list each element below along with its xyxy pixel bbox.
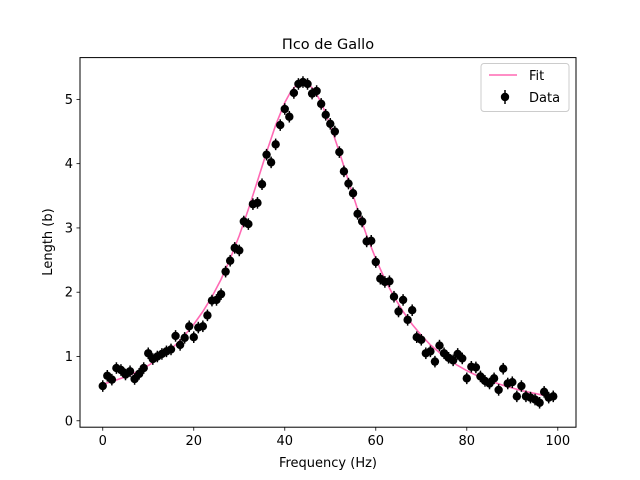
data-point — [198, 322, 208, 331]
data-point — [244, 219, 253, 229]
data-point — [348, 189, 358, 198]
x-tick-label: 80 — [459, 434, 476, 449]
data-point — [517, 381, 526, 391]
data-point — [276, 120, 285, 130]
data-point — [225, 256, 235, 265]
data-point — [312, 86, 321, 96]
data-point — [216, 289, 226, 299]
x-axis: 0 20 40 60 80 100 — [99, 427, 570, 449]
data-point — [180, 333, 189, 343]
data-point — [353, 209, 362, 218]
data-point — [139, 363, 148, 373]
data-point — [535, 398, 544, 407]
data-point — [125, 367, 135, 376]
data-point — [471, 363, 481, 372]
data-point — [303, 79, 312, 89]
axes-frame — [79, 57, 577, 428]
data-point — [426, 347, 435, 356]
data-point — [549, 392, 558, 401]
data-point — [185, 322, 194, 331]
data-point — [371, 257, 380, 267]
data-point — [458, 354, 467, 363]
plot-area — [98, 76, 558, 409]
data-point — [280, 104, 289, 114]
data-point — [539, 387, 549, 397]
data-point — [367, 236, 376, 245]
legend-fit-label: Fit — [529, 69, 544, 84]
data-point — [398, 295, 408, 305]
data-point — [435, 341, 444, 350]
data-point — [339, 167, 349, 176]
x-tick-label: 40 — [276, 434, 293, 449]
data-point — [171, 331, 180, 341]
x-tick-label: 60 — [368, 434, 385, 449]
data-point — [266, 158, 276, 167]
data-point — [512, 392, 522, 401]
y-tick-label: 5 — [65, 93, 73, 108]
data-point — [107, 375, 117, 384]
data-point — [289, 88, 299, 98]
data-point — [389, 292, 399, 301]
data-point — [253, 198, 262, 208]
data-point — [489, 374, 499, 383]
data-point — [335, 147, 344, 157]
data-point — [430, 357, 440, 366]
data-point — [285, 112, 294, 121]
data-point — [221, 267, 230, 276]
data-point — [235, 246, 244, 255]
data-point — [166, 345, 176, 354]
x-tick-label: 0 — [99, 434, 107, 449]
x-tick-label: 100 — [545, 434, 570, 449]
data-point — [330, 127, 340, 136]
data-point — [321, 110, 330, 120]
data-point — [344, 179, 353, 188]
legend-data-marker — [500, 92, 510, 102]
data-point — [498, 364, 508, 373]
data-point — [407, 306, 417, 315]
data-point — [448, 356, 458, 365]
y-tick-label: 0 — [65, 414, 73, 429]
chart-title: Пco de Gallo — [282, 37, 374, 53]
y-tick-label: 1 — [65, 350, 73, 365]
data-point — [385, 277, 394, 286]
data-point — [175, 340, 185, 350]
data-point — [262, 150, 271, 159]
legend-data-label: Data — [529, 91, 560, 106]
y-tick-label: 4 — [65, 157, 73, 172]
data-point — [403, 315, 412, 325]
data-point — [417, 335, 426, 344]
y-axis-label: Length (b) — [41, 208, 56, 275]
data-point — [494, 385, 503, 395]
data-point — [357, 217, 367, 226]
y-tick-label: 2 — [65, 286, 73, 301]
data-point — [98, 381, 107, 391]
data-point — [203, 311, 212, 320]
data-point — [462, 374, 471, 383]
y-axis: 0 1 2 3 4 5 — [65, 93, 80, 429]
data-point — [326, 119, 335, 129]
data-point — [508, 378, 517, 387]
data-point — [316, 99, 326, 109]
data-point — [394, 307, 403, 316]
x-tick-label: 20 — [185, 434, 202, 449]
data-point — [144, 349, 153, 358]
legend: Fit Data — [480, 63, 570, 112]
data-point — [212, 295, 221, 305]
data-point — [189, 333, 198, 342]
data-point — [257, 180, 267, 189]
data-point — [271, 140, 280, 149]
x-axis-label: Frequency (Hz) — [279, 456, 377, 471]
y-tick-label: 3 — [65, 221, 73, 236]
data-point — [134, 369, 144, 379]
